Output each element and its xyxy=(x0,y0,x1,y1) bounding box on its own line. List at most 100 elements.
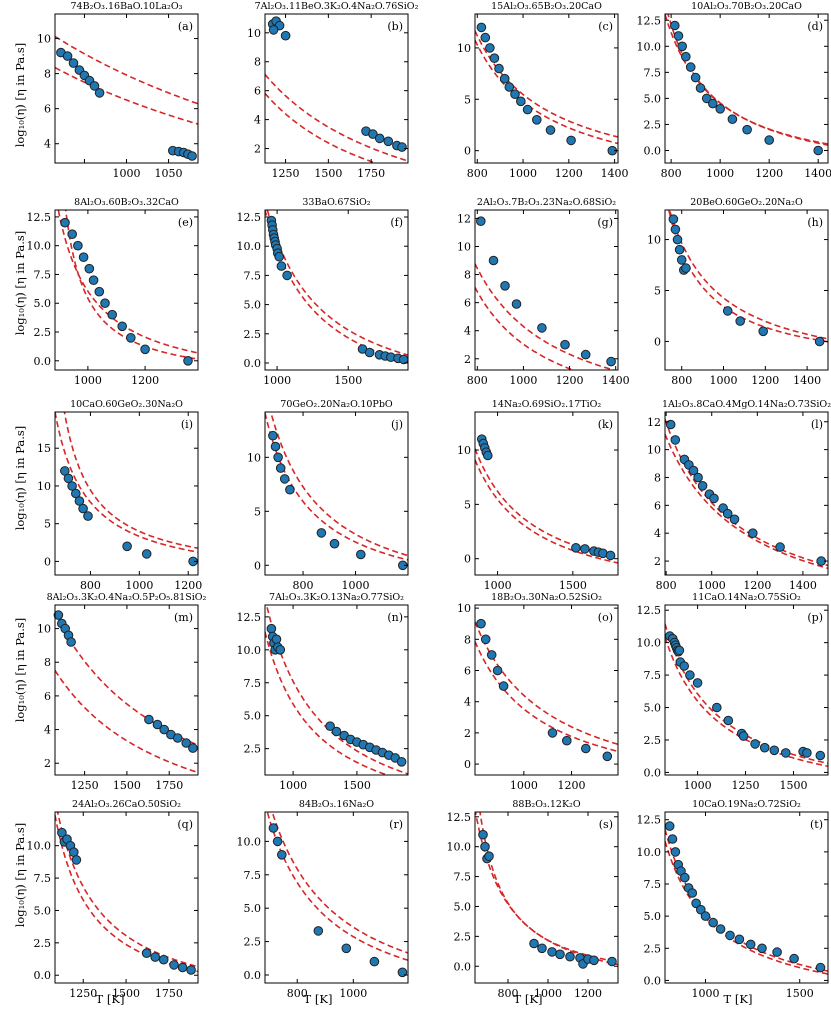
panel-s-fit-lower xyxy=(475,812,618,966)
panel-t-label: (t) xyxy=(810,818,823,831)
panel-p-title: 11CaO.14Na₂O.75SiO₂ xyxy=(692,592,801,603)
panel-r-frame xyxy=(264,811,409,984)
panel-i-point xyxy=(83,511,93,521)
panel-l-point xyxy=(688,465,699,476)
panel-h-xtick-label: 1200 xyxy=(751,374,779,387)
panel-o-point xyxy=(581,743,591,754)
panel-t-point xyxy=(715,924,726,934)
panel-t-ytick-label: 12.5 xyxy=(637,814,662,827)
panel-b: 7Al₂O₃.11BeO.3K₂O.4Na₂O.76SiO₂ 1250 1500 17… xyxy=(247,1,419,180)
panel-q-frame xyxy=(54,811,199,984)
panel-l-fit-upper xyxy=(665,418,828,567)
panel-o-point xyxy=(562,735,572,746)
panel-c-ytick-label: 10 xyxy=(457,42,471,55)
panel-a-title: 74B₂O₃.16BaO.10La₂O₃ xyxy=(71,1,183,12)
panel-t-point xyxy=(815,962,826,973)
panel-f-xtick-label: 1500 xyxy=(334,374,362,387)
panel-m-point xyxy=(188,743,198,753)
panel-q-title: 24Al₂O₃.26CaO.50SiO₂ xyxy=(72,799,181,810)
panel-g-title: 2Al₂O₃.7B₂O₃.23Na₂O.68SiO₂ xyxy=(477,197,616,208)
panel-m-xtick-label: 1250 xyxy=(71,779,99,792)
panel-p-label: (p) xyxy=(807,611,823,624)
panel-i-label: (i) xyxy=(181,418,193,431)
panel-c-point xyxy=(545,125,556,135)
panel-q-point xyxy=(169,960,179,970)
panel-i-point xyxy=(141,549,152,559)
panel-c-point xyxy=(480,32,491,43)
panel-n-point xyxy=(331,726,342,737)
panel-g: 2Al₂O₃.7B₂O₃.23Na₂O.68SiO₂ 800 1000 1200 140… xyxy=(457,197,630,387)
panel-f: 33BaO.67SiO₂ 1000 1500 0.0 2.5 5.0 7.5 10.0 12.5… xyxy=(237,197,409,387)
panel-e-label: (e) xyxy=(178,216,193,229)
panel-l-point xyxy=(670,435,681,445)
panel-c-xtick-label: 1400 xyxy=(601,167,629,180)
panel-d-ytick-label: 5.0 xyxy=(644,92,662,105)
panel-m-point xyxy=(159,724,169,735)
panel-p-frame xyxy=(664,604,829,776)
panel-e-ytick-label: 12.5 xyxy=(27,211,52,224)
panel-g-xtick-label: 1400 xyxy=(602,374,630,387)
panel-e-point xyxy=(73,240,83,251)
panel-c-point xyxy=(499,73,510,84)
panel-d-xtick-label: 800 xyxy=(661,167,682,180)
panel-r-label: (r) xyxy=(389,818,403,831)
panel-j-point xyxy=(329,538,340,549)
panel-n-ytick-label: 5.0 xyxy=(244,710,262,723)
panel-b-title: 7Al₂O₃.11BeO.3K₂O.4Na₂O.76SiO₂ xyxy=(255,1,419,12)
panel-s-ytick-label: 2.5 xyxy=(454,930,472,943)
panel-q-ytick-label: 7.5 xyxy=(34,872,52,885)
panel-r-fit-lower xyxy=(266,812,408,962)
panel-b-ytick-label: 8 xyxy=(254,56,261,69)
panel-e-ytick-label: 7.5 xyxy=(34,268,52,281)
panel-m-fit-upper xyxy=(55,613,198,746)
panel-o-ytick-label: 6 xyxy=(464,665,471,678)
panel-a-frame xyxy=(54,13,199,164)
panel-i-point xyxy=(60,466,70,476)
panel-r-xtick-label: 800 xyxy=(287,987,308,1000)
panel-f-ytick-label: 2.5 xyxy=(244,328,262,341)
panel-s-ytick-label: 12.5 xyxy=(447,811,472,824)
panel-h: 20BeO.60GeO₂.20Na₂O 800 1000 1200 1400 0 5 10 (h… xyxy=(647,197,829,387)
panel-b-xtick-label: 1250 xyxy=(272,167,300,180)
panel-a-point xyxy=(68,58,79,68)
y-axis-label-row-5: log₁₀(η) [η in Pa.s] xyxy=(13,823,27,928)
panel-a-point xyxy=(62,51,73,61)
panel-c-label: (c) xyxy=(598,20,613,33)
panel-n-point xyxy=(271,634,282,645)
panel-m-fit-lower xyxy=(55,669,198,774)
panel-q-ytick-label: 5.0 xyxy=(34,904,52,917)
panel-k: 14Na₂O.69SiO₂.17TiO₂ 1000 1500 0 5 10 (k) xyxy=(457,399,619,592)
y-axis-label-row-4: log₁₀(η) [η in Pa.s] xyxy=(13,618,27,723)
panel-o-title: 18B₂O₃.30Na₂O.52SiO₂ xyxy=(491,592,602,603)
x-axis-label-col-4: T [K] xyxy=(724,992,753,1006)
panel-t-ytick-label: 2.5 xyxy=(644,942,662,955)
panel-g-xtick-label: 1200 xyxy=(556,374,584,387)
panel-h-point xyxy=(670,224,681,235)
panel-h-point xyxy=(681,263,691,273)
panel-o-point xyxy=(480,634,491,645)
panel-k-point xyxy=(605,550,616,561)
panel-c-point xyxy=(494,63,504,74)
panel-q-xtick-label: 1750 xyxy=(155,987,183,1000)
panel-r-point xyxy=(313,926,324,936)
panel-p-point xyxy=(679,661,690,671)
panel-e-xtick-label: 1200 xyxy=(131,374,159,387)
panel-h-xtick-label: 1400 xyxy=(793,374,821,387)
panel-i-ytick-label: 5 xyxy=(44,518,51,531)
panel-d-point xyxy=(690,72,701,83)
panel-g-point xyxy=(560,339,570,350)
panel-p-xtick-label: 1500 xyxy=(779,779,807,792)
panel-i-xtick-label: 1000 xyxy=(125,579,153,592)
panel-i-point xyxy=(63,473,74,484)
panel-p-ytick-label: 10.0 xyxy=(637,637,662,650)
panel-l-frame xyxy=(664,411,829,576)
panel-i-point xyxy=(67,481,77,491)
panel-p-point xyxy=(802,748,812,758)
panel-b-xtick-label: 1500 xyxy=(314,167,342,180)
panel-f-point xyxy=(282,270,292,281)
panel-j-fit-upper xyxy=(269,412,408,557)
panel-e-point xyxy=(88,275,99,286)
panel-d-point xyxy=(708,98,718,109)
panel-e-fit-upper xyxy=(57,210,198,354)
panel-b-point xyxy=(280,30,291,41)
